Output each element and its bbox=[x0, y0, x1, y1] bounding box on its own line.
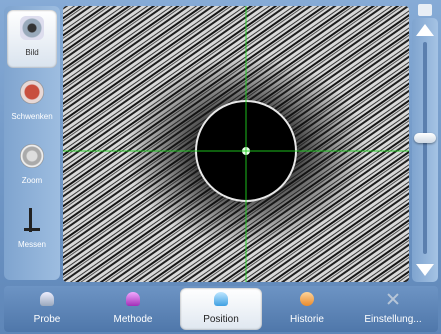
zoom-slider[interactable] bbox=[412, 18, 438, 282]
tab-einstellung[interactable]: Einstellung... bbox=[352, 288, 434, 330]
tab-methode-label: Methode bbox=[113, 314, 153, 325]
tool-pan-button[interactable]: Schwenken bbox=[7, 74, 57, 132]
tab-position[interactable]: Position bbox=[180, 288, 262, 330]
sample-image bbox=[63, 6, 409, 282]
pan-icon bbox=[20, 80, 44, 104]
tool-zoom-label: Zoom bbox=[21, 176, 43, 185]
zoom-slider-track[interactable] bbox=[423, 42, 427, 254]
zoom-in-arrow-icon[interactable] bbox=[416, 24, 434, 36]
tool-pan-label: Schwenken bbox=[11, 112, 53, 121]
tab-probe-label: Probe bbox=[33, 314, 61, 325]
historie-icon bbox=[300, 292, 314, 306]
probe-icon bbox=[40, 292, 54, 306]
zoom-icon bbox=[20, 144, 44, 168]
tool-panel: Bild Schwenken Zoom Messen bbox=[4, 6, 60, 280]
fit-view-icon[interactable] bbox=[418, 4, 432, 16]
settings-icon bbox=[386, 292, 400, 306]
camera-icon bbox=[20, 16, 44, 40]
tab-probe[interactable]: Probe bbox=[6, 288, 88, 330]
tool-measure-button[interactable]: Messen bbox=[7, 202, 57, 260]
methode-icon bbox=[126, 292, 140, 306]
tab-einstellung-label: Einstellung... bbox=[364, 314, 422, 325]
zoom-out-arrow-icon[interactable] bbox=[416, 264, 434, 276]
tab-historie[interactable]: Historie bbox=[266, 288, 348, 330]
zoom-slider-thumb[interactable] bbox=[414, 132, 436, 143]
position-icon bbox=[214, 292, 228, 306]
image-viewport[interactable] bbox=[63, 6, 409, 282]
tool-measure-label: Messen bbox=[17, 240, 46, 249]
tool-image-button[interactable]: Bild bbox=[7, 10, 57, 68]
tool-image-label: Bild bbox=[25, 48, 39, 57]
tool-zoom-button[interactable]: Zoom bbox=[7, 138, 57, 196]
tab-methode[interactable]: Methode bbox=[92, 288, 174, 330]
tab-position-label: Position bbox=[203, 314, 239, 325]
bottom-tab-bar: Probe Methode Position Historie Einstell… bbox=[4, 286, 438, 332]
measure-icon bbox=[20, 208, 44, 232]
tab-historie-label: Historie bbox=[290, 314, 324, 325]
